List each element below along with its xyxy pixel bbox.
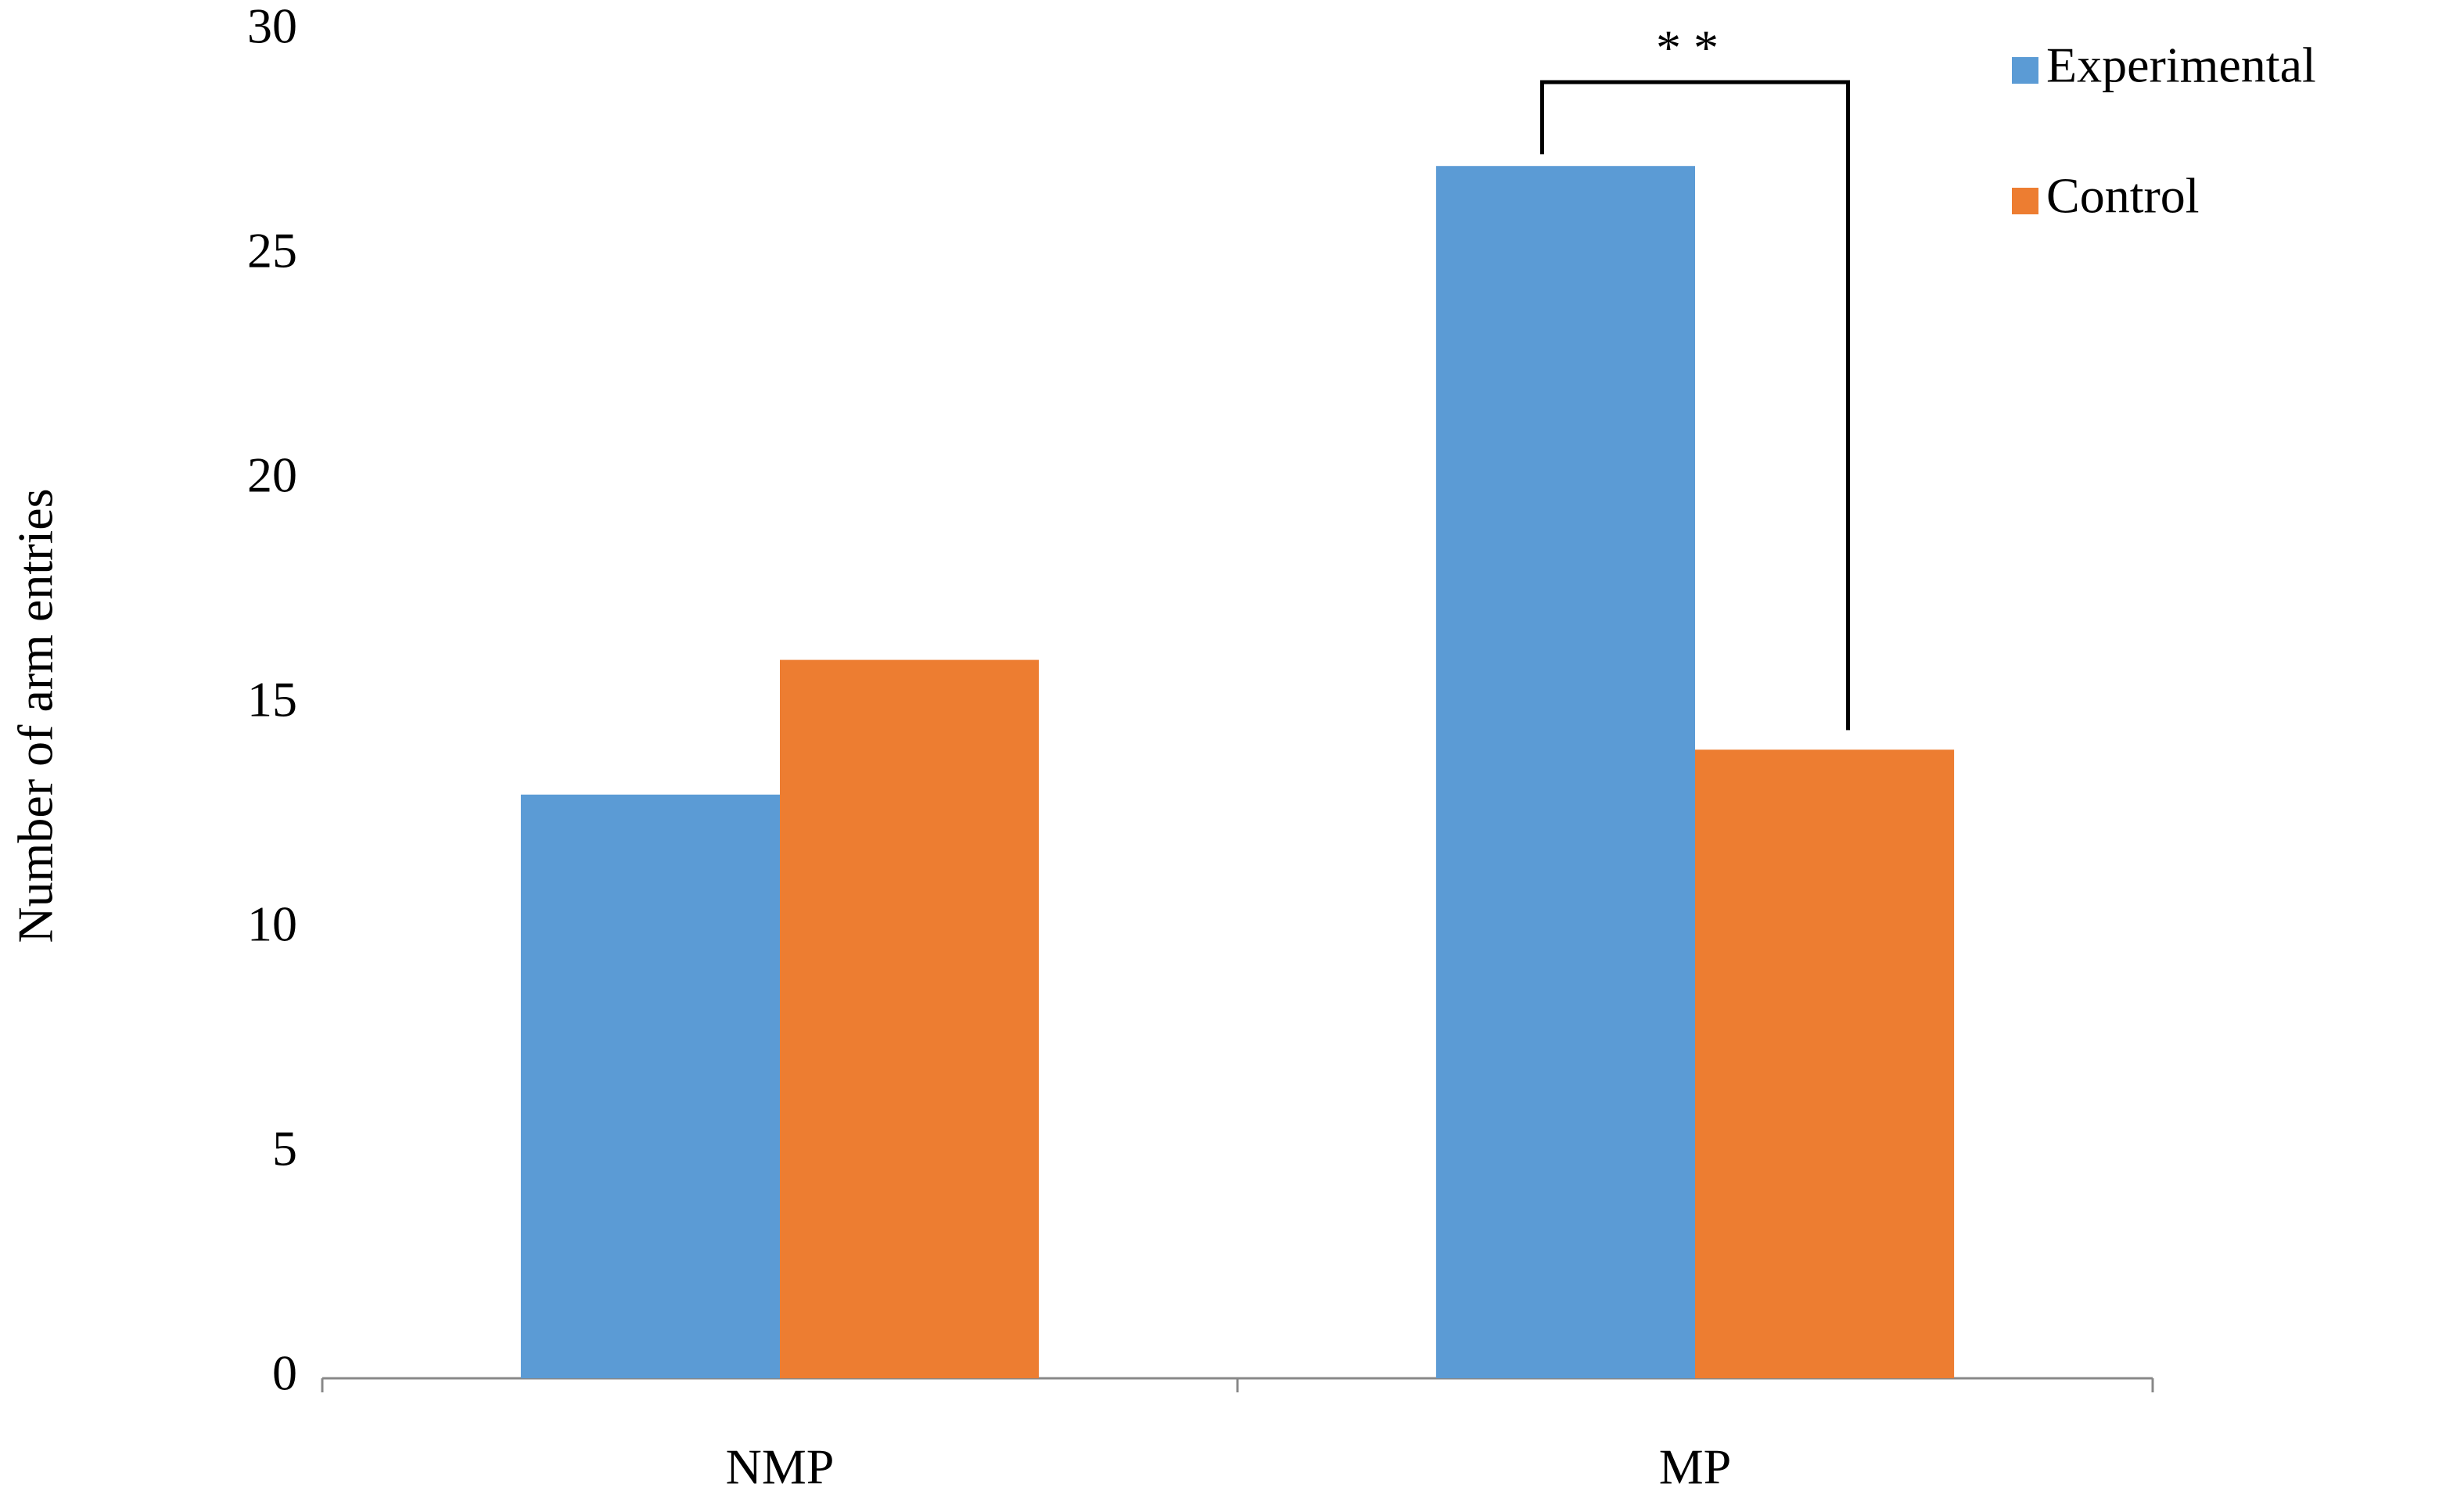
y-axis-label: Number of arm entries: [8, 488, 63, 943]
y-tick-label: 15: [247, 672, 297, 727]
legend-label: Control: [2046, 168, 2200, 224]
bar: [780, 659, 1040, 1378]
y-tick-label: 25: [247, 223, 297, 278]
y-tick-label: 0: [272, 1345, 297, 1401]
y-tick-label: 30: [247, 0, 297, 54]
bar: [520, 794, 780, 1378]
significance-bracket: [1539, 80, 1851, 731]
legend-swatch: [2012, 57, 2038, 84]
annotation: * *: [1656, 20, 1719, 76]
y-tick-label: 5: [272, 1121, 297, 1176]
legend-label: Experimental: [2046, 38, 2316, 93]
legend-swatch: [2012, 188, 2038, 214]
y-tick-label: 20: [247, 447, 297, 503]
bar: [1695, 749, 1955, 1378]
y-tick-label: 10: [247, 896, 297, 952]
x-tick-label: NMP: [726, 1439, 835, 1495]
bar: [1435, 166, 1695, 1379]
x-tick-label: MP: [1659, 1439, 1732, 1495]
